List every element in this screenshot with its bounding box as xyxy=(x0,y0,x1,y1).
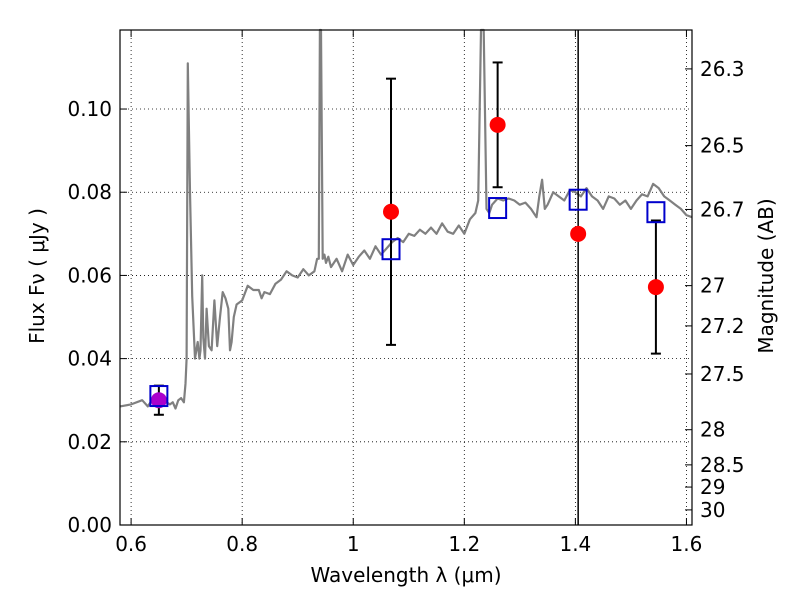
mag-tick-label: 30 xyxy=(700,498,725,522)
x-tick-label: 1 xyxy=(347,532,360,556)
y-axis-label: Flux Fν ( μJy ) xyxy=(25,208,49,344)
right-axis-label: Magnitude (AB) xyxy=(754,198,778,353)
data-markers xyxy=(149,116,666,409)
mag-tick-label: 26.3 xyxy=(700,57,745,81)
model-flux-square xyxy=(149,385,169,408)
grid-lines xyxy=(120,30,692,526)
x-axis-label: Wavelength λ (μm) xyxy=(310,563,501,587)
y-tick-label: 0.08 xyxy=(67,180,112,204)
y-tick-label: 0.10 xyxy=(67,97,112,121)
model-flux-square xyxy=(488,197,508,220)
mag-tick-label: 26.5 xyxy=(700,134,745,158)
y-tick-label: 0.00 xyxy=(67,513,112,537)
mag-tick-label: 26.7 xyxy=(700,197,745,221)
y-tick-label: 0.04 xyxy=(67,347,112,371)
model-flux-square xyxy=(646,201,666,224)
spectrum-line xyxy=(119,28,693,410)
mag-tick-label: 27 xyxy=(700,274,725,298)
y-tick-label: 0.02 xyxy=(67,430,112,454)
y-tick-label: 0.06 xyxy=(67,263,112,287)
x-tick-label: 0.6 xyxy=(115,532,147,556)
spectrum-layer xyxy=(119,28,693,410)
mag-tick-label: 27.5 xyxy=(700,362,745,386)
plot-frame xyxy=(119,29,693,526)
mag-tick-label: 29 xyxy=(700,475,725,499)
mag-tick-label: 28.5 xyxy=(700,453,745,477)
axis-ticks: 0.6 0.8 1 1.2 1.4 1.6 0.00 0.02 0.04 0.06 0.08 0.10… xyxy=(67,30,745,556)
mag-tick-label: 27.2 xyxy=(700,314,745,338)
observed-flux-point xyxy=(489,116,506,133)
observed-flux-point xyxy=(383,203,400,220)
observed-flux-point xyxy=(647,279,664,296)
x-tick-label: 0.8 xyxy=(226,532,258,556)
model-flux-square xyxy=(568,188,588,211)
mag-tick-label: 28 xyxy=(700,418,725,442)
x-tick-label: 1.6 xyxy=(671,532,703,556)
observed-flux-point xyxy=(150,392,167,409)
x-tick-label: 1.2 xyxy=(448,532,480,556)
x-tick-label: 1.4 xyxy=(559,532,591,556)
error-bars xyxy=(153,61,661,416)
model-flux-square xyxy=(381,238,401,261)
observed-flux-point xyxy=(570,225,587,242)
